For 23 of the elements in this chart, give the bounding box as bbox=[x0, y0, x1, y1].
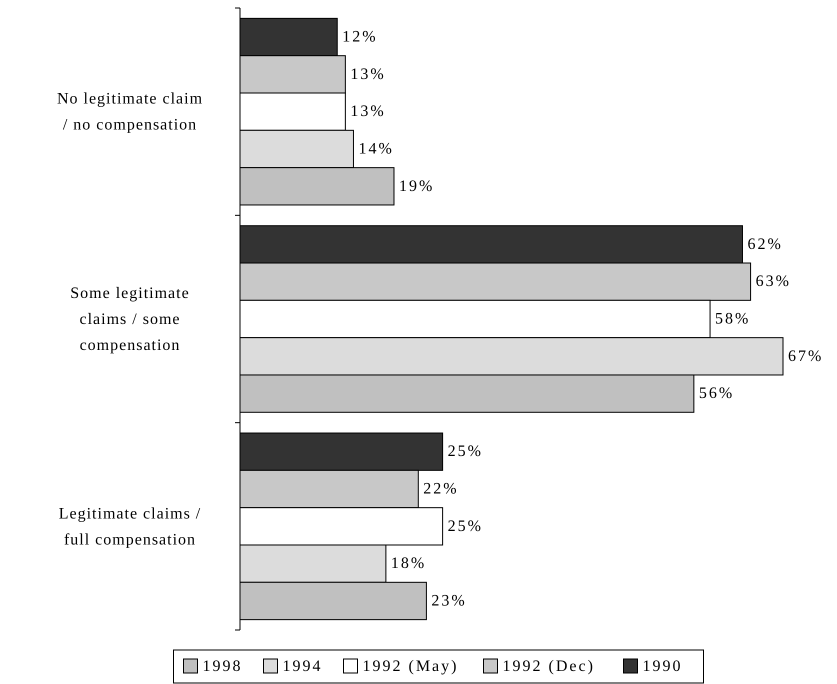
data-label: 19% bbox=[398, 178, 434, 195]
y-tick-label: Some legitimate claims / some compensation bbox=[70, 285, 190, 354]
legend-label: 1992 (May) bbox=[362, 658, 458, 675]
data-label: 62% bbox=[747, 236, 783, 253]
data-label: 22% bbox=[423, 480, 459, 498]
data-label: 18% bbox=[390, 555, 426, 572]
legend-label: 1998 bbox=[202, 658, 242, 675]
data-label: 13% bbox=[350, 103, 386, 120]
data-label: 25% bbox=[448, 518, 483, 535]
legend-label: 1992 (Dec) bbox=[502, 658, 595, 675]
data-label: 25% bbox=[448, 443, 483, 460]
data-label: 12% bbox=[342, 28, 378, 46]
legend-label: 1994 bbox=[282, 658, 322, 675]
data-label: 63% bbox=[756, 273, 791, 290]
y-tick-label: No legitimate claim / no compensation bbox=[56, 90, 204, 134]
data-label: 13% bbox=[350, 66, 386, 83]
legend-label: 1990 bbox=[642, 658, 682, 675]
y-tick-label: Legitimate claims / full compensation bbox=[58, 505, 202, 548]
data-label: 67% bbox=[788, 348, 824, 365]
data-label: 14% bbox=[358, 140, 394, 158]
data-label: 56% bbox=[698, 385, 734, 402]
data-label: 23% bbox=[431, 592, 467, 610]
data-label: 58% bbox=[715, 310, 750, 328]
